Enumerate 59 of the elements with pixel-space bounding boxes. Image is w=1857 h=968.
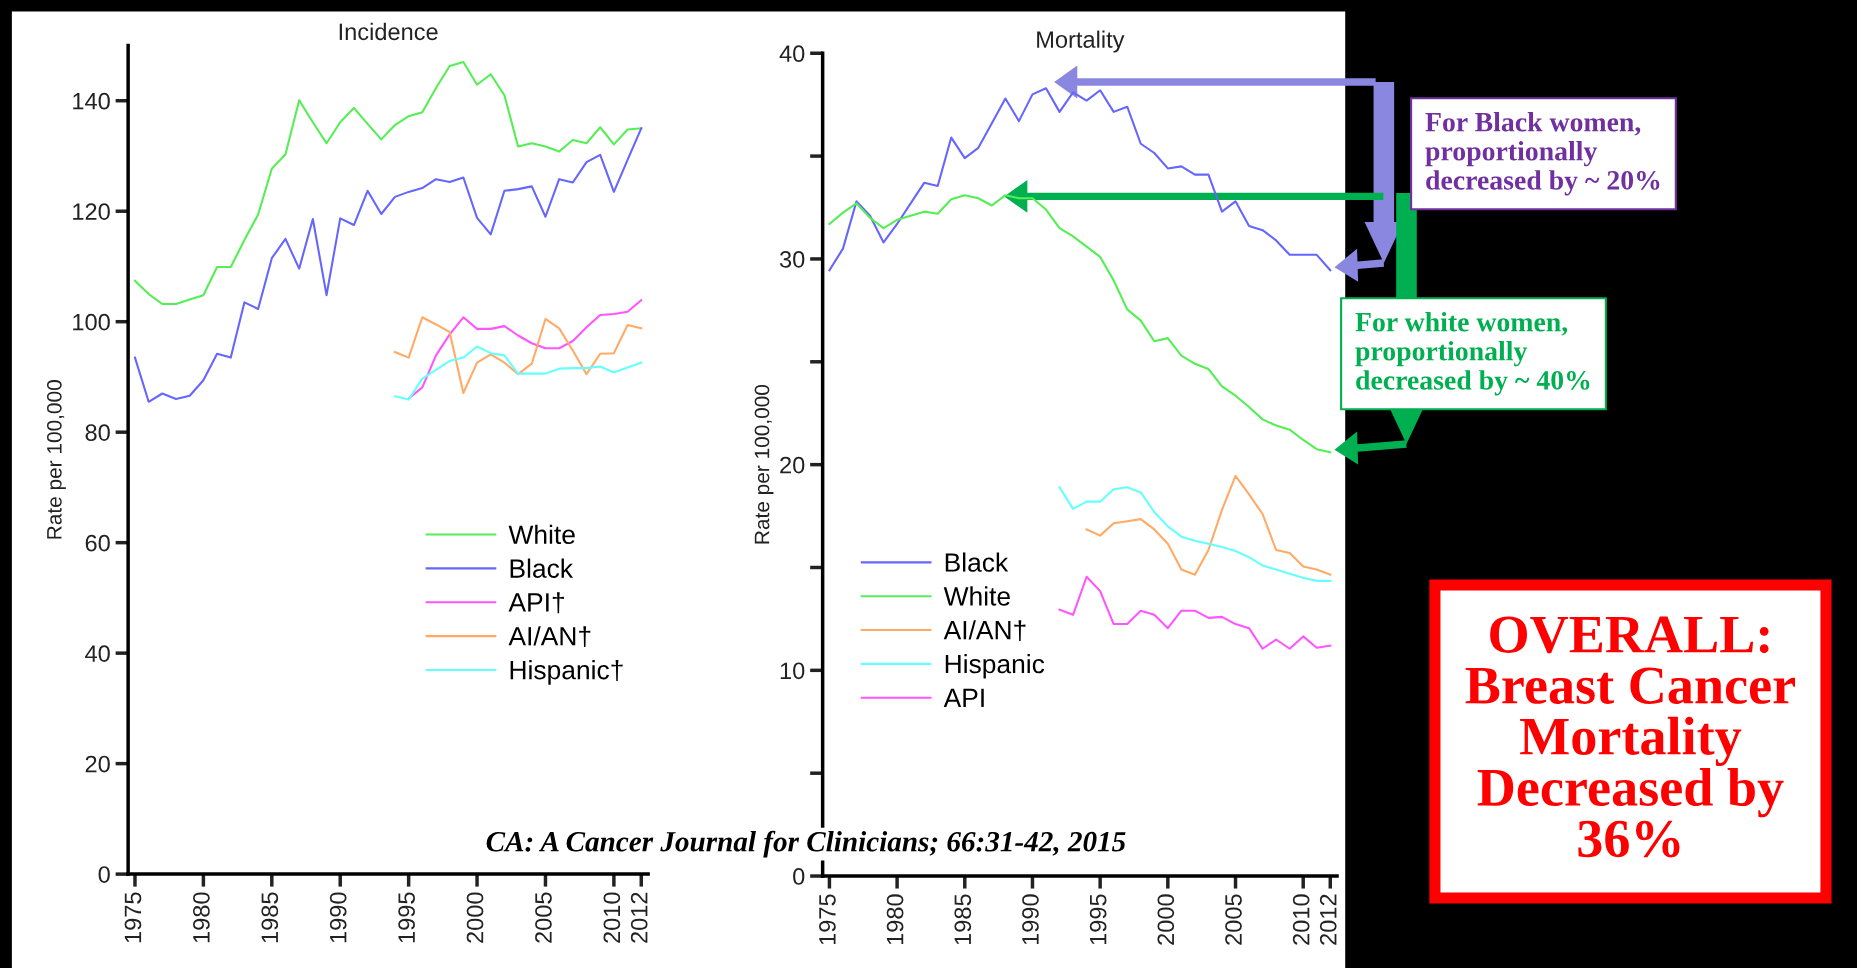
x-tick-label: 1985 (954, 894, 972, 945)
x-tick-label: 1995 (1089, 894, 1107, 945)
y-tick-label: 10 (780, 662, 805, 680)
y-tick-label: 100 (73, 313, 110, 331)
x-tick-label: 1980 (193, 892, 210, 943)
x-tick-label: 2005 (535, 892, 552, 943)
text: For Black women, proportionally decreased by ~ 20% (1425, 112, 1660, 196)
x-tick-label: 1990 (329, 892, 347, 943)
line-series (393, 345, 643, 401)
line-series (828, 194, 1332, 454)
line-series (1058, 486, 1332, 582)
x-tick-label: 1975 (124, 892, 142, 943)
x-tick-label: 2012 (1319, 894, 1337, 945)
x-tick-label: 1995 (398, 892, 415, 943)
x-tick-label: 2010 (603, 892, 621, 943)
line-series (133, 127, 643, 403)
line-series (828, 87, 1332, 272)
legend-label: AI/AN† (943, 620, 1026, 642)
y-axis-title: Rate per 100,000 (754, 384, 774, 544)
y-axis-title: Rate per 100,000 (46, 380, 66, 539)
chart-title: Mortality (1037, 30, 1125, 53)
y-tick-label: 0 (793, 868, 805, 885)
legend-label: White (943, 586, 1010, 606)
y-tick-label: 30 (779, 251, 805, 268)
legend-label: Black (510, 558, 574, 578)
y-tick-label: 0 (98, 866, 110, 883)
line-series (133, 61, 643, 306)
x-tick-label: 2010 (1292, 894, 1310, 945)
legend-label: Hispanic† (510, 660, 623, 685)
y-tick-label: 20 (85, 755, 110, 773)
x-tick-label: 2000 (1157, 894, 1175, 945)
x-tick-label: 2000 (466, 892, 484, 943)
legend-label: Hispanic (945, 653, 1045, 679)
x-tick-label: 1990 (1022, 894, 1039, 945)
y-tick-label: 120 (73, 203, 110, 221)
legend-label: AI/AN† (508, 626, 591, 648)
x-tick-label: 1980 (886, 894, 904, 945)
y-tick-label: 40 (85, 645, 110, 662)
y-tick-label: 40 (779, 45, 805, 63)
y-tick-label: 60 (85, 534, 110, 552)
legend-label: API† (508, 592, 564, 614)
line-series (407, 299, 643, 400)
line-series (1085, 474, 1332, 576)
text: OVERALL: Breast Cancer Mortality Decreased by 36% (1465, 616, 1795, 858)
y-tick-label: 140 (73, 92, 110, 110)
annotation: CA: A Cancer Journal for Clinicians; 66:31-42, 2015 (486, 830, 1126, 858)
y-tick-label: 20 (780, 456, 805, 474)
x-tick-label: 1985 (261, 892, 279, 943)
x-tick-label: 2005 (1225, 894, 1242, 945)
x-tick-label: 2012 (630, 892, 648, 943)
chart-title: Incidence (339, 22, 438, 41)
legend-label: API (943, 688, 984, 707)
text: For white women, proportionally decreased by ~ 40% (1355, 312, 1590, 396)
line-series (393, 316, 643, 394)
x-tick-label: 1975 (819, 894, 836, 945)
y-tick-label: 80 (85, 424, 110, 441)
legend-label: White (508, 524, 575, 545)
legend-label: Black (945, 552, 1009, 572)
line-series (1058, 575, 1332, 650)
